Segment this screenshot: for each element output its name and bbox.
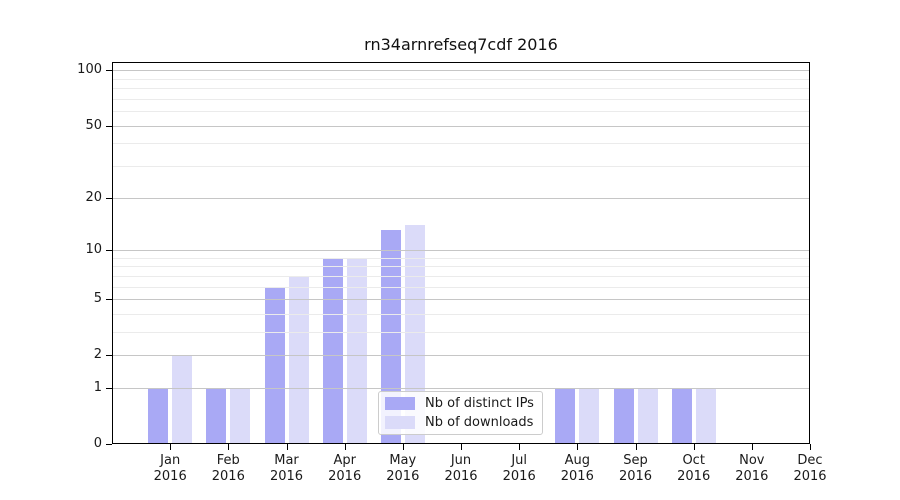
gridline-major-5 — [112, 298, 810, 300]
x-tick-mark-apr — [344, 444, 346, 450]
x-tick-label-jul: Jul 2016 — [502, 453, 536, 484]
gridline-minor-70 — [112, 98, 810, 100]
y-tick-mark-50 — [106, 125, 112, 127]
x-tick-mark-aug — [577, 444, 579, 450]
y-tick-mark-5 — [106, 298, 112, 300]
gridline-minor-40 — [112, 143, 810, 145]
x-tick-label-dec: Dec 2016 — [793, 453, 827, 484]
gridline-minor-4 — [112, 313, 810, 315]
x-tick-label-feb: Feb 2016 — [211, 453, 245, 484]
x-tick-label-nov: Nov 2016 — [735, 453, 769, 484]
x-tick-mark-sep — [635, 444, 637, 450]
bar-ips-aug — [555, 387, 576, 444]
gridline-minor-3 — [112, 331, 810, 333]
gridline-minor-8 — [112, 266, 810, 268]
y-tick-mark-1 — [106, 387, 112, 389]
x-tick-mark-oct — [693, 444, 695, 450]
bar-downloads-aug — [579, 387, 600, 444]
x-tick-mark-nov — [751, 444, 753, 450]
x-tick-label-may: May 2016 — [386, 453, 420, 484]
y-tick-label-5: 5 — [93, 290, 102, 306]
gridline-minor-6 — [112, 286, 810, 288]
bar-downloads-jan — [172, 355, 193, 444]
x-tick-mark-jan — [170, 444, 172, 450]
y-tick-label-20: 20 — [85, 189, 102, 205]
y-tick-label-10: 10 — [85, 241, 102, 257]
bar-downloads-mar — [288, 275, 309, 444]
x-tick-mark-feb — [228, 444, 230, 450]
bar-downloads-feb — [230, 387, 251, 444]
gridline-major-50 — [112, 125, 810, 127]
y-tick-mark-2 — [106, 355, 112, 357]
y-tick-mark-20 — [106, 197, 112, 199]
legend-label-downloads: Nb of downloads — [425, 415, 534, 430]
bar-ips-may — [380, 230, 401, 444]
y-tick-label-100: 100 — [77, 62, 102, 78]
x-tick-label-jan: Jan 2016 — [153, 453, 187, 484]
gridline-major-10 — [112, 249, 810, 251]
chart-title: rn34arnrefseq7cdf 2016 — [364, 35, 558, 54]
x-tick-label-sep: Sep 2016 — [618, 453, 653, 484]
bar-downloads-may — [404, 224, 425, 444]
x-tick-mark-may — [402, 444, 404, 450]
x-tick-mark-jun — [461, 444, 462, 450]
gridline-minor-9 — [112, 257, 810, 259]
legend: Nb of distinct IPs Nb of downloads — [378, 391, 543, 435]
plot-area — [112, 62, 810, 444]
y-tick-mark-100 — [106, 70, 112, 72]
bar-ips-jan — [148, 387, 169, 444]
legend-item-downloads: Nb of downloads — [385, 415, 536, 430]
y-tick-label-1: 1 — [93, 379, 102, 395]
bar-ips-feb — [206, 387, 227, 444]
bar-downloads-sep — [637, 387, 658, 444]
legend-swatch-distinct-ips — [385, 397, 415, 410]
legend-item-distinct-ips: Nb of distinct IPs — [385, 396, 536, 411]
y-tick-label-2: 2 — [93, 347, 102, 363]
x-tick-mark-mar — [286, 444, 288, 450]
y-tick-label-0: 0 — [93, 436, 102, 451]
bar-ips-sep — [613, 387, 634, 444]
gridline-minor-90 — [112, 78, 810, 80]
bar-downloads-apr — [346, 257, 367, 444]
legend-swatch-downloads — [385, 416, 415, 429]
y-tick-mark-0 — [106, 444, 112, 445]
x-tick-mark-dec — [810, 444, 811, 450]
x-tick-label-mar: Mar 2016 — [269, 453, 304, 484]
gridline-major-2 — [112, 355, 810, 357]
gridline-major-100 — [112, 70, 810, 72]
x-tick-label-jun: Jun 2016 — [444, 453, 478, 484]
gridline-minor-7 — [112, 275, 810, 277]
bar-ips-oct — [671, 387, 692, 444]
y-tick-mark-10 — [106, 249, 112, 251]
x-tick-mark-jul — [519, 444, 521, 450]
x-tick-label-oct: Oct 2016 — [677, 453, 711, 484]
x-tick-label-apr: Apr 2016 — [328, 453, 362, 484]
gridline-minor-60 — [112, 111, 810, 113]
bar-ips-mar — [264, 286, 285, 444]
y-tick-label-50: 50 — [85, 117, 102, 133]
gridline-minor-30 — [112, 166, 810, 167]
legend-label-distinct-ips: Nb of distinct IPs — [425, 396, 534, 411]
gridline-major-1 — [112, 387, 810, 389]
bar-ips-apr — [322, 257, 343, 444]
gridline-major-20 — [112, 197, 810, 199]
x-tick-label-aug: Aug 2016 — [560, 453, 594, 484]
bar-downloads-oct — [695, 387, 716, 444]
gridline-minor-80 — [112, 88, 810, 90]
